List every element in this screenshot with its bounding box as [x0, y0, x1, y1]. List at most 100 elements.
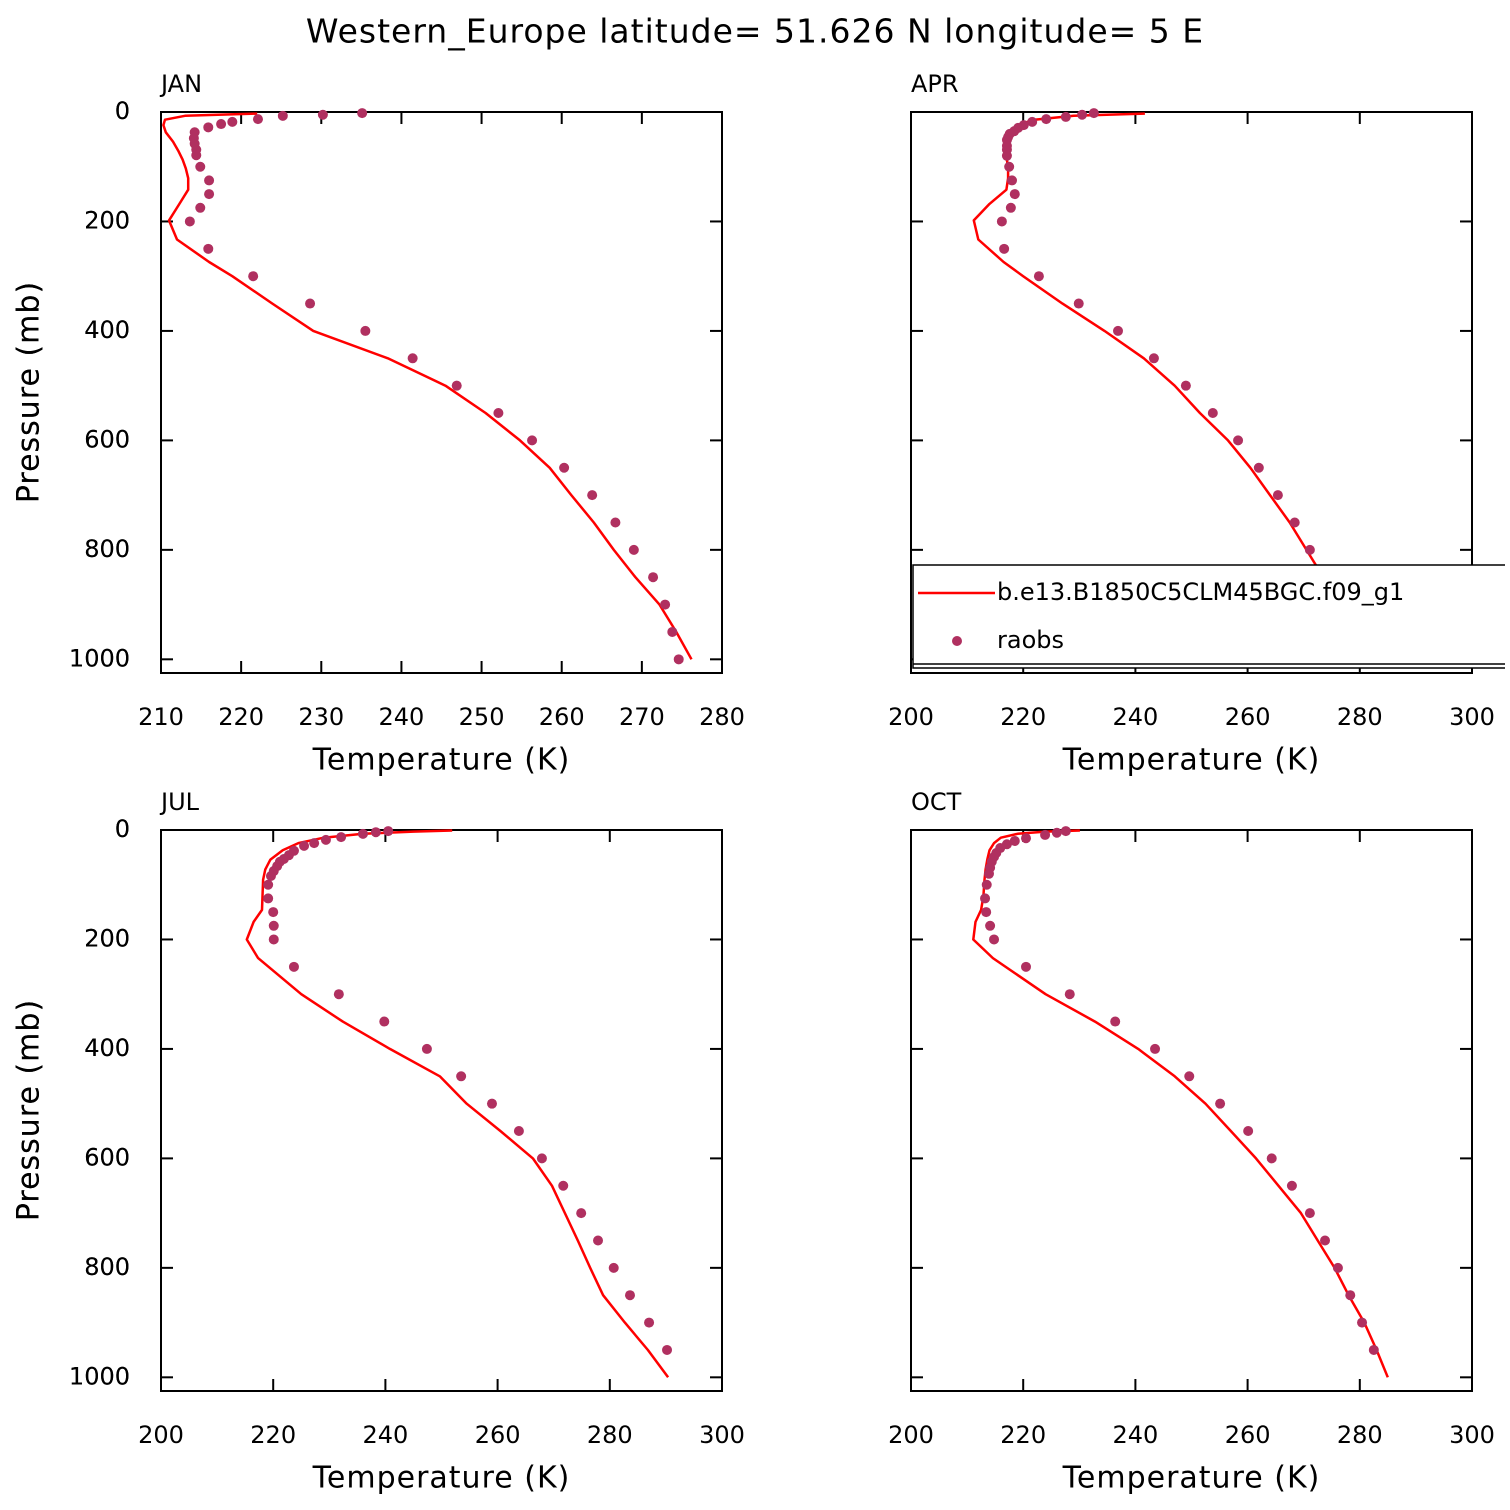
y-tick-label: 0 — [115, 97, 130, 125]
y-tick-label: 0 — [115, 815, 130, 843]
obs-point — [357, 108, 368, 119]
obs-point — [648, 572, 659, 583]
obs-point — [673, 654, 684, 665]
y-axis-title: Pressure (mb) — [12, 999, 47, 1221]
obs-point — [1368, 1344, 1379, 1355]
obs-point — [1021, 961, 1032, 972]
obs-point — [288, 961, 299, 972]
obs-point — [587, 490, 598, 501]
obs-point — [1060, 826, 1071, 837]
obs-point — [360, 325, 371, 336]
obs-point — [305, 298, 316, 309]
obs-point — [1289, 517, 1300, 528]
obs-point — [999, 243, 1010, 254]
obs-point — [1320, 1235, 1331, 1246]
obs-point — [456, 1071, 467, 1082]
obs-point — [1027, 116, 1038, 127]
x-tick-label: 270 — [619, 703, 665, 731]
obs-point — [610, 517, 621, 528]
x-axis-title: Temperature (K) — [312, 743, 571, 778]
figure-title: Western_Europe latitude= 51.626 N longit… — [306, 12, 1204, 51]
obs-point — [379, 1016, 390, 1027]
obs-point — [989, 934, 1000, 945]
x-tick-label: 220 — [250, 1421, 296, 1449]
obs-point — [1304, 544, 1315, 555]
y-tick-label: 800 — [84, 1253, 130, 1281]
panel-title: JUL — [159, 788, 200, 816]
x-tick-label: 210 — [138, 703, 184, 731]
y-tick-label: 800 — [84, 1253, 130, 1281]
panel: JUL Temperature (K) Pressure (mb) 200 220 240… — [12, 788, 745, 1496]
x-axis-title: Temperature (K) — [1062, 743, 1321, 778]
obs-point — [624, 1290, 635, 1301]
obs-point — [263, 893, 274, 904]
obs-point — [1304, 1208, 1315, 1219]
x-axis-title: Temperature (K) — [312, 1461, 571, 1496]
obs-point — [383, 826, 394, 837]
y-tick-label: 1000 — [69, 1362, 130, 1390]
obs-point — [1207, 408, 1218, 419]
profile-line — [245, 829, 670, 1379]
obs-point — [996, 216, 1007, 227]
obs-point — [983, 868, 994, 879]
x-axis-title: Temperature (K) — [1062, 1461, 1321, 1496]
obs-point — [1345, 1290, 1356, 1301]
obs-point — [252, 114, 263, 125]
plot-frame — [160, 829, 723, 1392]
panel-title: APR — [911, 70, 959, 98]
x-tick-label: 250 — [459, 703, 505, 731]
y-tick-label: 800 — [84, 535, 130, 563]
x-tick-label: 240 — [379, 703, 425, 731]
obs-point — [1180, 380, 1191, 391]
profile-line — [162, 112, 693, 660]
x-tick-label: 260 — [1225, 703, 1271, 731]
obs-point — [1040, 829, 1051, 840]
obs-point — [559, 462, 570, 473]
y-tick-label: 600 — [84, 425, 130, 453]
x-tick-label: 300 — [1449, 1421, 1495, 1449]
x-tick-label: 230 — [298, 703, 344, 731]
y-tick-label: 200 — [84, 206, 130, 234]
obs-point — [1243, 1126, 1254, 1137]
x-tick-label: 240 — [1112, 1421, 1158, 1449]
obs-point — [204, 189, 215, 200]
obs-point — [407, 353, 418, 364]
obs-point — [195, 161, 206, 172]
x-tick-label: 260 — [539, 703, 585, 731]
x-tick-label: 280 — [587, 1421, 633, 1449]
panel: JAN Temperature (K) Pressure (mb) 210 220 230… — [12, 70, 745, 778]
obs-point — [203, 122, 214, 133]
x-tick-label: 300 — [699, 1421, 745, 1449]
y-axis-title: Pressure (mb) — [12, 999, 47, 1221]
x-tick-label: 240 — [362, 1421, 408, 1449]
obs-point — [248, 271, 259, 282]
obs-point — [203, 243, 214, 254]
obs-point — [277, 110, 288, 121]
plot-frame — [160, 111, 723, 674]
y-tick-label: 400 — [84, 1034, 130, 1062]
obs-point — [320, 834, 331, 845]
obs-point — [1001, 150, 1012, 161]
panel-title: JAN — [159, 70, 202, 98]
obs-point — [1150, 1043, 1161, 1054]
obs-point — [299, 840, 310, 851]
obs-point — [558, 1180, 569, 1191]
y-tick-label: 1000 — [69, 1362, 130, 1390]
obs-point — [1233, 435, 1244, 446]
obs-point — [317, 109, 328, 120]
obs-point — [1033, 271, 1044, 282]
obs-point — [527, 435, 538, 446]
x-tick-label: 220 — [1000, 1421, 1046, 1449]
y-axis-title: Pressure (mb) — [12, 281, 47, 503]
y-tick-label: 600 — [84, 1143, 130, 1171]
y-tick-label: 600 — [84, 425, 130, 453]
x-tick-label: 240 — [1112, 703, 1158, 731]
obs-point — [451, 380, 462, 391]
obs-point — [981, 879, 992, 890]
obs-point — [1148, 353, 1159, 364]
x-tick-label: 220 — [1000, 703, 1046, 731]
plot-frame — [910, 111, 1473, 674]
obs-point — [268, 934, 279, 945]
obs-point — [333, 989, 344, 1000]
